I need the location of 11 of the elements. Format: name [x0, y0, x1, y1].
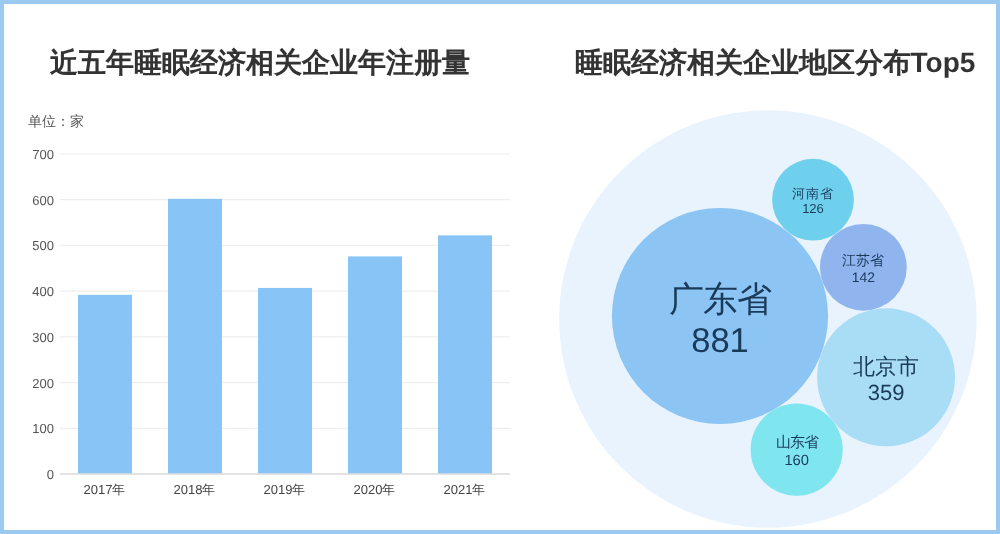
text: 睡眠经济相关企业地区分布Top5 [574, 46, 976, 78]
category-label: 广东省 [669, 278, 771, 319]
bar [438, 235, 492, 474]
bar [258, 287, 312, 474]
data-label: 359 [867, 382, 905, 407]
bar [348, 256, 402, 474]
bar [168, 198, 222, 474]
bar [78, 294, 132, 474]
data-label: 881 [691, 320, 749, 361]
category-label: 北京市 [853, 353, 920, 380]
chart-title: 近五年睡眠经济相关企业年注册量 [48, 46, 470, 78]
